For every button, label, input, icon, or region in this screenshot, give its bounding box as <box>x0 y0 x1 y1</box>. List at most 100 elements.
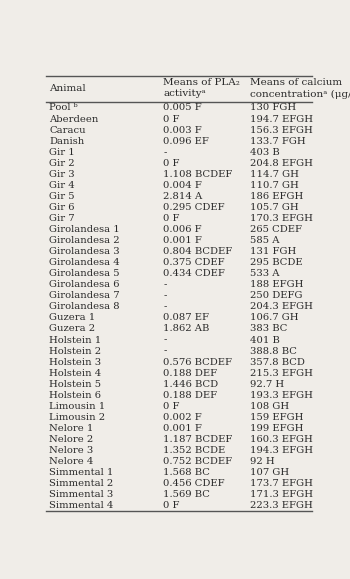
Text: 194.7 EFGH: 194.7 EFGH <box>250 115 313 123</box>
Text: Simmental 4: Simmental 4 <box>49 501 113 510</box>
Text: 0.752 BCDEF: 0.752 BCDEF <box>163 457 232 466</box>
Text: 92.7 H: 92.7 H <box>250 380 284 389</box>
Text: 1.108 BCDEF: 1.108 BCDEF <box>163 170 232 179</box>
Text: Simmental 1: Simmental 1 <box>49 468 113 477</box>
Text: 0 F: 0 F <box>163 214 180 223</box>
Text: Girolandesa 2: Girolandesa 2 <box>49 236 120 245</box>
Text: 0.002 F: 0.002 F <box>163 413 202 422</box>
Text: 160.3 EFGH: 160.3 EFGH <box>250 435 313 444</box>
Text: 186 EFGH: 186 EFGH <box>250 192 303 201</box>
Text: Nelore 2: Nelore 2 <box>49 435 93 444</box>
Text: Gir 6: Gir 6 <box>49 203 75 212</box>
Text: 110.7 GH: 110.7 GH <box>250 181 299 190</box>
Text: 2.814 A: 2.814 A <box>163 192 202 201</box>
Text: 0 F: 0 F <box>163 159 180 168</box>
Text: Gir 3: Gir 3 <box>49 170 75 179</box>
Text: 114.7 GH: 114.7 GH <box>250 170 299 179</box>
Text: 0.188 DEF: 0.188 DEF <box>163 369 217 378</box>
Text: 0.375 CDEF: 0.375 CDEF <box>163 258 225 267</box>
Text: Caracu: Caracu <box>49 126 86 134</box>
Text: 130 FGH: 130 FGH <box>250 104 296 112</box>
Text: 204.3 EFGH: 204.3 EFGH <box>250 302 313 312</box>
Text: 0.001 F: 0.001 F <box>163 236 202 245</box>
Text: 133.7 FGH: 133.7 FGH <box>250 137 306 146</box>
Text: 171.3 EFGH: 171.3 EFGH <box>250 490 313 499</box>
Text: -: - <box>163 336 167 345</box>
Text: Gir 1: Gir 1 <box>49 148 75 157</box>
Text: 1.352 BCDE: 1.352 BCDE <box>163 446 225 455</box>
Text: Means of PLA₂
activityᵃ: Means of PLA₂ activityᵃ <box>163 78 240 98</box>
Text: 159 EFGH: 159 EFGH <box>250 413 303 422</box>
Text: Girolandesa 6: Girolandesa 6 <box>49 280 120 290</box>
Text: 173.7 EFGH: 173.7 EFGH <box>250 479 313 488</box>
Text: 0.004 F: 0.004 F <box>163 181 202 190</box>
Text: Nelore 4: Nelore 4 <box>49 457 93 466</box>
Text: 1.446 BCD: 1.446 BCD <box>163 380 218 389</box>
Text: 0.295 CDEF: 0.295 CDEF <box>163 203 225 212</box>
Text: -: - <box>163 347 167 356</box>
Text: 223.3 EFGH: 223.3 EFGH <box>250 501 313 510</box>
Text: Nelore 1: Nelore 1 <box>49 424 93 433</box>
Text: 0 F: 0 F <box>163 115 180 123</box>
Text: 401 B: 401 B <box>250 336 280 345</box>
Text: Limousin 2: Limousin 2 <box>49 413 105 422</box>
Text: 0.456 CDEF: 0.456 CDEF <box>163 479 225 488</box>
Text: 0.003 F: 0.003 F <box>163 126 202 134</box>
Text: 0.096 EF: 0.096 EF <box>163 137 209 146</box>
Text: 199 EFGH: 199 EFGH <box>250 424 303 433</box>
Text: 250 DEFG: 250 DEFG <box>250 291 302 301</box>
Text: 106.7 GH: 106.7 GH <box>250 313 299 323</box>
Text: 1.568 BC: 1.568 BC <box>163 468 210 477</box>
Text: 1.187 BCDEF: 1.187 BCDEF <box>163 435 232 444</box>
Text: 1.569 BC: 1.569 BC <box>163 490 210 499</box>
Text: Simmental 3: Simmental 3 <box>49 490 113 499</box>
Text: Guzera 1: Guzera 1 <box>49 313 96 323</box>
Text: Animal: Animal <box>49 84 86 93</box>
Text: Gir 4: Gir 4 <box>49 181 75 190</box>
Text: 108 GH: 108 GH <box>250 402 289 411</box>
Text: 533 A: 533 A <box>250 269 279 278</box>
Text: 357.8 BCD: 357.8 BCD <box>250 358 305 367</box>
Text: 170.3 EFGH: 170.3 EFGH <box>250 214 313 223</box>
Text: Holstein 5: Holstein 5 <box>49 380 101 389</box>
Text: Girolandesa 3: Girolandesa 3 <box>49 247 120 256</box>
Text: 194.3 EFGH: 194.3 EFGH <box>250 446 313 455</box>
Text: 383 BC: 383 BC <box>250 324 287 334</box>
Text: -: - <box>163 291 167 301</box>
Text: 131 FGH: 131 FGH <box>250 247 296 256</box>
Text: 388.8 BC: 388.8 BC <box>250 347 297 356</box>
Text: Gir 7: Gir 7 <box>49 214 75 223</box>
Text: Holstein 6: Holstein 6 <box>49 391 101 400</box>
Text: Limousin 1: Limousin 1 <box>49 402 105 411</box>
Text: 188 EFGH: 188 EFGH <box>250 280 303 290</box>
Text: 0.087 EF: 0.087 EF <box>163 313 209 323</box>
Text: 105.7 GH: 105.7 GH <box>250 203 299 212</box>
Text: Holstein 3: Holstein 3 <box>49 358 101 367</box>
Text: Danish: Danish <box>49 137 84 146</box>
Text: Girolandesa 8: Girolandesa 8 <box>49 302 120 312</box>
Text: 0.804 BCDEF: 0.804 BCDEF <box>163 247 232 256</box>
Text: 265 CDEF: 265 CDEF <box>250 225 302 234</box>
Text: 403 B: 403 B <box>250 148 280 157</box>
Text: 156.3 EFGH: 156.3 EFGH <box>250 126 313 134</box>
Text: 0.188 DEF: 0.188 DEF <box>163 391 217 400</box>
Text: 295 BCDE: 295 BCDE <box>250 258 302 267</box>
Text: 585 A: 585 A <box>250 236 279 245</box>
Text: Aberdeen: Aberdeen <box>49 115 99 123</box>
Text: 107 GH: 107 GH <box>250 468 289 477</box>
Text: 0 F: 0 F <box>163 501 180 510</box>
Text: 215.3 EFGH: 215.3 EFGH <box>250 369 313 378</box>
Text: Holstein 2: Holstein 2 <box>49 347 101 356</box>
Text: Girolandesa 1: Girolandesa 1 <box>49 225 120 234</box>
Text: Pool ᵇ: Pool ᵇ <box>49 104 78 112</box>
Text: 193.3 EFGH: 193.3 EFGH <box>250 391 313 400</box>
Text: 0.434 CDEF: 0.434 CDEF <box>163 269 225 278</box>
Text: 0.006 F: 0.006 F <box>163 225 202 234</box>
Text: Holstein 1: Holstein 1 <box>49 336 102 345</box>
Text: Means of calcium
concentrationᵃ (μg/ml): Means of calcium concentrationᵃ (μg/ml) <box>250 78 350 98</box>
Text: -: - <box>163 302 167 312</box>
Text: 0.001 F: 0.001 F <box>163 424 202 433</box>
Text: -: - <box>163 280 167 290</box>
Text: 92 H: 92 H <box>250 457 274 466</box>
Text: Gir 2: Gir 2 <box>49 159 75 168</box>
